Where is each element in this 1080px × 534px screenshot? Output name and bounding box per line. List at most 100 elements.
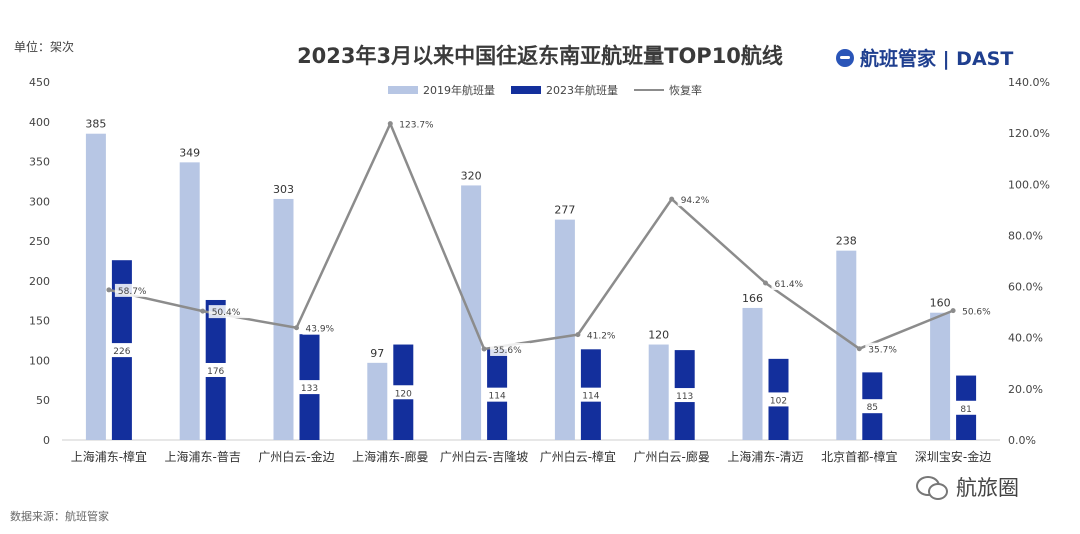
chart-legend: 2019年航班量 2023年航班量 恢复率 — [388, 82, 702, 98]
watermark: 航旅圈 — [916, 472, 1019, 502]
bar-2023-value-label: 114 — [489, 392, 506, 402]
y-right-tick-label: 60.0% — [1008, 281, 1043, 294]
recovery-rate-point — [387, 121, 393, 127]
x-category-label: 深圳宝安-金边 — [915, 449, 991, 464]
plane-logo-icon — [836, 48, 854, 67]
recovery-rate-label: 94.2% — [681, 196, 710, 206]
recovery-label-bg — [865, 342, 906, 356]
watermark-text: 航旅圈 — [956, 476, 1019, 500]
bar-2019 — [742, 307, 763, 440]
legend-item-recovery: 恢复率 — [634, 82, 702, 98]
y-left-tick-label: 450 — [29, 76, 50, 89]
x-category-label: 上海浦东-普吉 — [165, 449, 241, 464]
y-left-tick-label: 200 — [29, 275, 50, 288]
bar-2023-value-label: 81 — [960, 405, 971, 415]
recovery-label-bg — [114, 283, 155, 297]
y-right-tick-label: 80.0% — [1008, 229, 1043, 242]
data-source-note: 数据来源：航班管家 — [10, 510, 109, 523]
y-left-tick-label: 300 — [29, 195, 50, 208]
recovery-rate-label: 43.9% — [306, 325, 335, 335]
recovery-label-bg — [396, 117, 437, 131]
recovery-label-bg — [771, 276, 812, 290]
brand-name: 航班管家 | DAST — [860, 48, 1014, 70]
brand-logo: 航班管家 | DAST — [836, 44, 1013, 71]
bar-2023-label-bg — [955, 400, 978, 415]
bar-2023-value-label: 102 — [770, 396, 787, 406]
bar-2023-label-bg — [110, 343, 133, 358]
bar-2023-label-bg — [579, 387, 602, 402]
legend-label-2023: 2023年航班量 — [546, 84, 618, 97]
recovery-rate-point — [950, 308, 956, 314]
recovery-rate-line — [108, 122, 954, 351]
y-right-tick-label: 40.0% — [1008, 332, 1043, 345]
bar-2023-label-bg — [486, 387, 509, 402]
recovery-rate-label: 35.6% — [493, 346, 522, 356]
x-category-label: 上海浦东-清迈 — [727, 449, 803, 464]
x-category-label: 上海浦东-廊曼 — [352, 449, 428, 464]
bar-2019-value-label: 349 — [179, 146, 200, 159]
y-left-tick-label: 100 — [29, 354, 50, 367]
y-left-tick-label: 50 — [36, 394, 50, 407]
x-category-label: 北京首都-樟宜 — [821, 449, 897, 464]
recovery-label-bg — [677, 193, 718, 207]
bar-2019 — [461, 185, 482, 440]
recovery-label-bg — [959, 304, 1000, 318]
recovery-label-bg — [490, 342, 531, 356]
y-right-tick-label: 20.0% — [1008, 383, 1043, 396]
bar-2019 — [930, 312, 951, 440]
bar-2023-label-bg — [767, 392, 790, 407]
bar-2019-value-label: 320 — [461, 169, 482, 182]
chart-title: 2023年3月以来中国往返东南亚航班量TOP10航线 — [297, 44, 783, 68]
y-right-tick-label: 0.0% — [1008, 434, 1036, 447]
bar-2023-value-label: 120 — [395, 389, 412, 399]
legend-swatch-2023 — [511, 86, 541, 94]
y-left-tick-label: 400 — [29, 116, 50, 129]
bar-2019 — [273, 198, 294, 440]
recovery-rate-point — [856, 346, 862, 352]
legend-item-2023: 2023年航班量 — [511, 82, 618, 98]
bar-2019 — [367, 362, 388, 440]
bar-2019 — [554, 219, 575, 440]
bar-2023-label-bg — [298, 380, 321, 395]
recovery-label-bg — [302, 321, 343, 335]
wechat-icon — [916, 474, 948, 500]
bar-2019-value-label: 303 — [273, 183, 294, 196]
bar-2019-value-label: 120 — [648, 329, 669, 342]
bar-2019-value-label: 385 — [85, 118, 106, 131]
recovery-rate-label: 50.4% — [212, 308, 241, 318]
recovery-label-bg — [583, 328, 624, 342]
bar-2019-value-label: 238 — [836, 235, 857, 248]
bar-2023-label-bg — [861, 399, 884, 414]
recovery-rate-label: 123.7% — [399, 121, 434, 131]
bar-2023-value-label: 176 — [207, 367, 224, 377]
y-axis-unit-label: 单位：架次 — [14, 40, 75, 54]
x-category-label: 上海浦东-樟宜 — [71, 449, 147, 464]
legend-swatch-2019 — [388, 86, 418, 94]
x-category-label: 广州白云-廊曼 — [634, 449, 710, 464]
bar-2019-value-label: 160 — [930, 297, 951, 310]
bar-2019 — [836, 250, 857, 440]
recovery-rate-label: 58.7% — [118, 287, 147, 297]
x-category-label: 广州白云-樟宜 — [540, 449, 616, 464]
bar-2023-value-label: 133 — [301, 384, 318, 394]
bar-2019-value-label: 97 — [370, 347, 384, 360]
recovery-rate-point — [669, 196, 675, 202]
legend-label-recovery: 恢复率 — [669, 84, 702, 97]
recovery-rate-point — [763, 280, 768, 286]
bar-2023-label-bg — [204, 362, 227, 377]
y-left-tick-label: 350 — [29, 156, 50, 169]
recovery-rate-point — [294, 325, 299, 331]
bar-2019 — [179, 162, 200, 440]
recovery-rate-point — [481, 346, 487, 352]
bar-2019 — [85, 133, 106, 440]
y-right-tick-label: 120.0% — [1008, 127, 1050, 140]
recovery-rate-label: 50.6% — [962, 308, 991, 318]
bar-2019-value-label: 166 — [742, 292, 763, 305]
y-right-tick-label: 140.0% — [1008, 76, 1050, 89]
bar-2019-value-label: 277 — [554, 204, 575, 217]
y-left-tick-label: 0 — [43, 434, 50, 447]
recovery-label-bg — [208, 305, 249, 319]
bar-2023-value-label: 226 — [113, 347, 130, 357]
bar-2023-label-bg — [673, 388, 696, 403]
